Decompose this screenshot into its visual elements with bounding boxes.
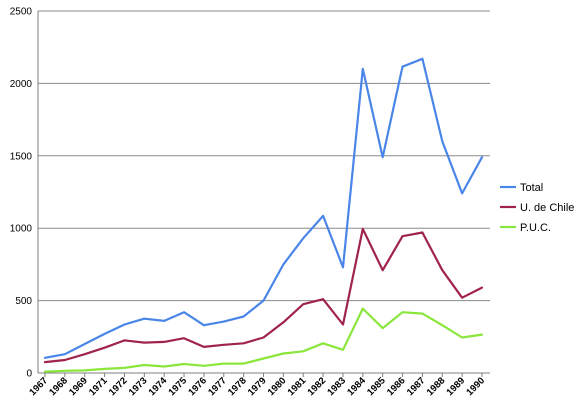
x-tick-label: 1968 — [47, 375, 70, 398]
legend-label: P.U.C. — [520, 222, 551, 234]
series-line-u-de-chile — [43, 227, 484, 364]
x-tick-label: 1988 — [425, 375, 448, 398]
legend-label: Total — [520, 182, 543, 194]
y-tick-label: 2000 — [10, 79, 33, 90]
legend-label: U. de Chile — [520, 202, 574, 214]
y-tick-label: 500 — [15, 296, 32, 307]
x-tick-label: 1973 — [127, 375, 150, 398]
series-line-total — [43, 57, 484, 359]
x-tick-label: 1982 — [305, 375, 328, 398]
x-tick-label: 1974 — [147, 375, 170, 398]
x-tick-label: 1990 — [464, 375, 487, 398]
x-tick-label: 1980 — [266, 375, 289, 398]
x-tick-label: 1987 — [405, 375, 428, 398]
x-tick-label: 1969 — [67, 375, 90, 398]
y-tick-label: 2500 — [10, 7, 33, 18]
x-tick-label: 1972 — [107, 375, 130, 398]
y-tick-label: 0 — [26, 369, 32, 380]
x-tick-label: 1978 — [226, 375, 249, 398]
y-tick-label: 1500 — [10, 151, 33, 162]
x-tick-label: 1977 — [206, 375, 229, 398]
x-tick-label: 1971 — [87, 375, 110, 398]
x-tick-label: 1975 — [166, 375, 189, 398]
x-tick-label: 1976 — [186, 375, 209, 398]
y-tick-label: 1000 — [10, 224, 33, 235]
x-tick-label: 1981 — [286, 375, 309, 398]
x-tick-label: 1983 — [325, 375, 348, 398]
x-tick-label: 1989 — [445, 375, 468, 398]
x-tick-label: 1986 — [385, 375, 408, 398]
x-tick-label: 1979 — [246, 375, 269, 398]
x-tick-label: 1985 — [365, 375, 388, 398]
series-line-p-u-c — [43, 307, 484, 373]
x-tick-label: 1984 — [345, 375, 368, 398]
